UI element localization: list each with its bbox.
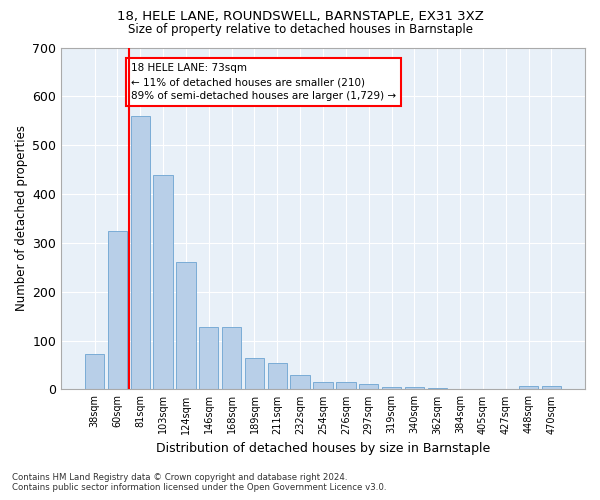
Text: 18, HELE LANE, ROUNDSWELL, BARNSTAPLE, EX31 3XZ: 18, HELE LANE, ROUNDSWELL, BARNSTAPLE, E…: [116, 10, 484, 23]
Bar: [107, 230, 127, 390]
Bar: [131, 116, 150, 390]
Text: Contains HM Land Registry data © Crown copyright and database right 2024.
Contai: Contains HM Land Registry data © Crown c…: [12, 473, 386, 492]
Bar: [359, 384, 379, 390]
Bar: [290, 375, 310, 390]
X-axis label: Distribution of detached houses by size in Barnstaple: Distribution of detached houses by size …: [156, 442, 490, 455]
Bar: [428, 388, 447, 390]
Bar: [176, 262, 196, 390]
Bar: [245, 358, 264, 390]
Bar: [519, 386, 538, 390]
Bar: [222, 327, 241, 390]
Y-axis label: Number of detached properties: Number of detached properties: [15, 126, 28, 312]
Bar: [199, 327, 218, 390]
Bar: [268, 362, 287, 390]
Bar: [85, 354, 104, 390]
Bar: [404, 387, 424, 390]
Bar: [313, 382, 333, 390]
Text: Size of property relative to detached houses in Barnstaple: Size of property relative to detached ho…: [128, 22, 473, 36]
Bar: [336, 382, 356, 390]
Bar: [154, 174, 173, 390]
Bar: [542, 386, 561, 390]
Text: 18 HELE LANE: 73sqm
← 11% of detached houses are smaller (210)
89% of semi-detac: 18 HELE LANE: 73sqm ← 11% of detached ho…: [131, 63, 396, 101]
Bar: [382, 387, 401, 390]
